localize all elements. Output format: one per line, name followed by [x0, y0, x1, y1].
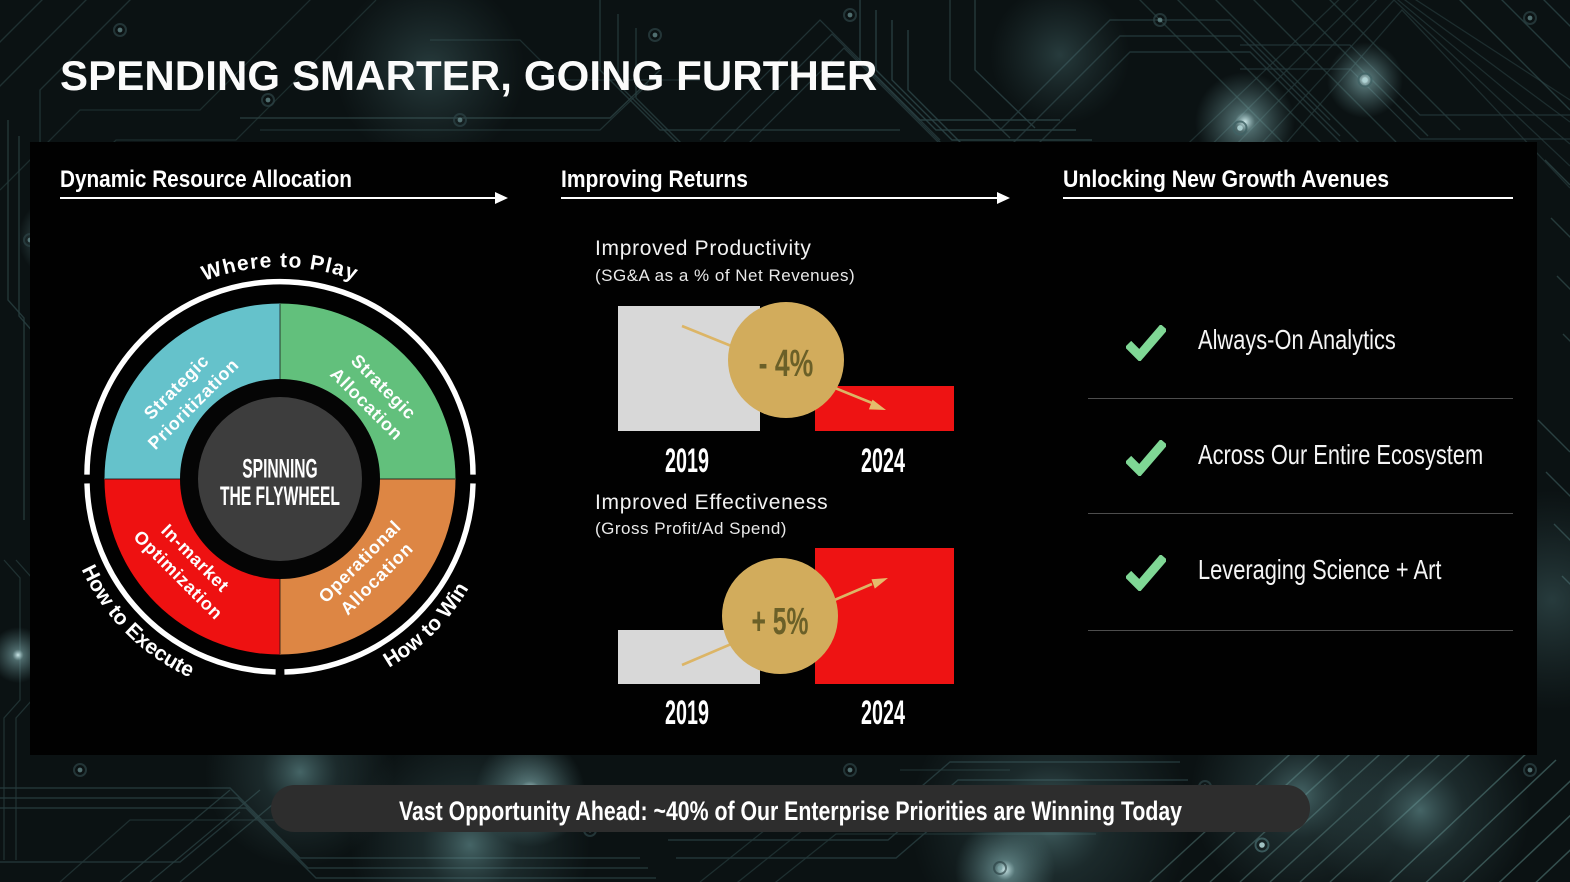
svg-text:SPINNING: SPINNING [242, 453, 317, 484]
svg-text:THE FLYWHEEL: THE FLYWHEEL [220, 481, 340, 512]
